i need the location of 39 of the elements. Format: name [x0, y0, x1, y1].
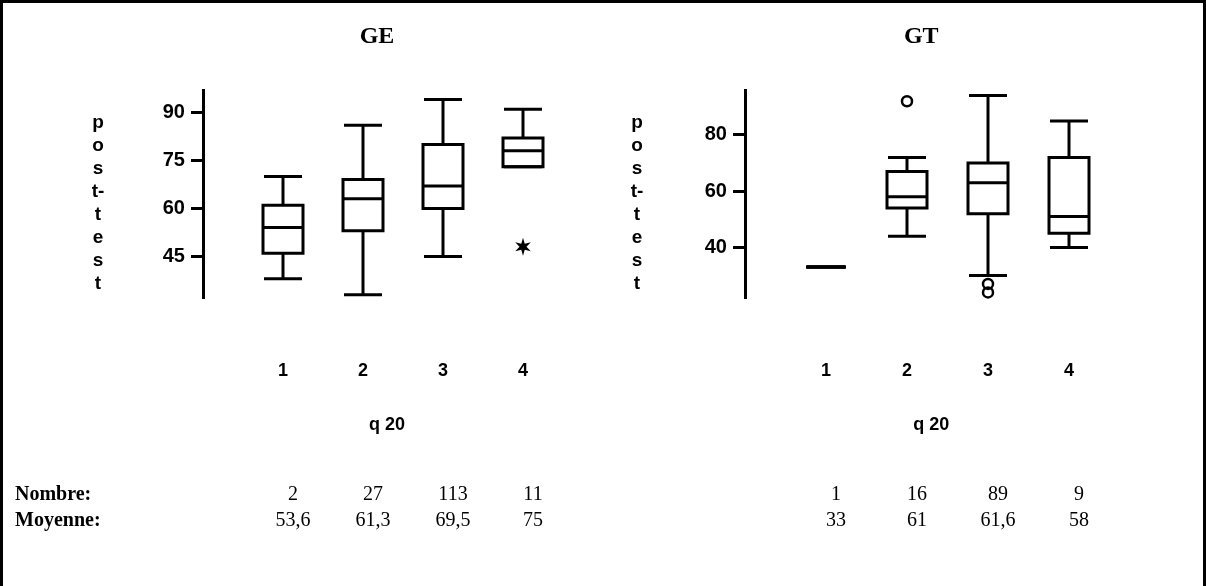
chart-title: GE — [359, 22, 395, 49]
x-tick-label: 2 — [357, 359, 369, 380]
text: 69,5 — [435, 508, 471, 531]
x-tick-label: 4 — [1063, 359, 1075, 380]
x-tick-label: 3 — [982, 359, 994, 380]
text: 75 — [523, 508, 543, 531]
text: 53,6 — [275, 508, 311, 531]
text: 58 — [1069, 508, 1089, 531]
x-axis-title: q 20 — [368, 414, 406, 435]
x-tick-label: 1 — [820, 359, 832, 380]
y-tick-label: 60 — [704, 178, 727, 201]
text: 89 — [988, 482, 1008, 505]
text: 2 — [288, 482, 298, 505]
x-tick-label: 1 — [277, 359, 289, 380]
y-tick-label: 80 — [704, 122, 727, 145]
y-tick-label: 60 — [162, 195, 185, 218]
text: 61,6 — [980, 508, 1016, 531]
text: Moyenne: — [15, 508, 101, 531]
text: 27 — [363, 482, 383, 505]
y-tick-label: 75 — [162, 147, 185, 170]
text: 33 — [826, 508, 846, 531]
x-tick-label: 3 — [437, 359, 449, 380]
text: Nombre: — [15, 482, 92, 505]
text: 61,3 — [355, 508, 391, 531]
text: 9 — [1074, 482, 1084, 505]
text: 1 — [831, 482, 841, 505]
text: 61 — [907, 508, 927, 531]
x-tick-label: 4 — [517, 359, 529, 380]
text: 16 — [907, 482, 927, 505]
y-tick-label: 90 — [162, 99, 185, 122]
y-axis-title: post-test — [630, 110, 644, 294]
y-axis-title: post-test — [91, 110, 105, 294]
x-axis-title: q 20 — [913, 414, 950, 435]
y-tick-label: 45 — [162, 243, 185, 266]
text: 113 — [438, 482, 468, 505]
x-tick-label: 2 — [901, 359, 913, 380]
y-tick-label: 40 — [704, 234, 727, 257]
text: 11 — [523, 482, 543, 505]
chart-title: GT — [903, 22, 939, 49]
